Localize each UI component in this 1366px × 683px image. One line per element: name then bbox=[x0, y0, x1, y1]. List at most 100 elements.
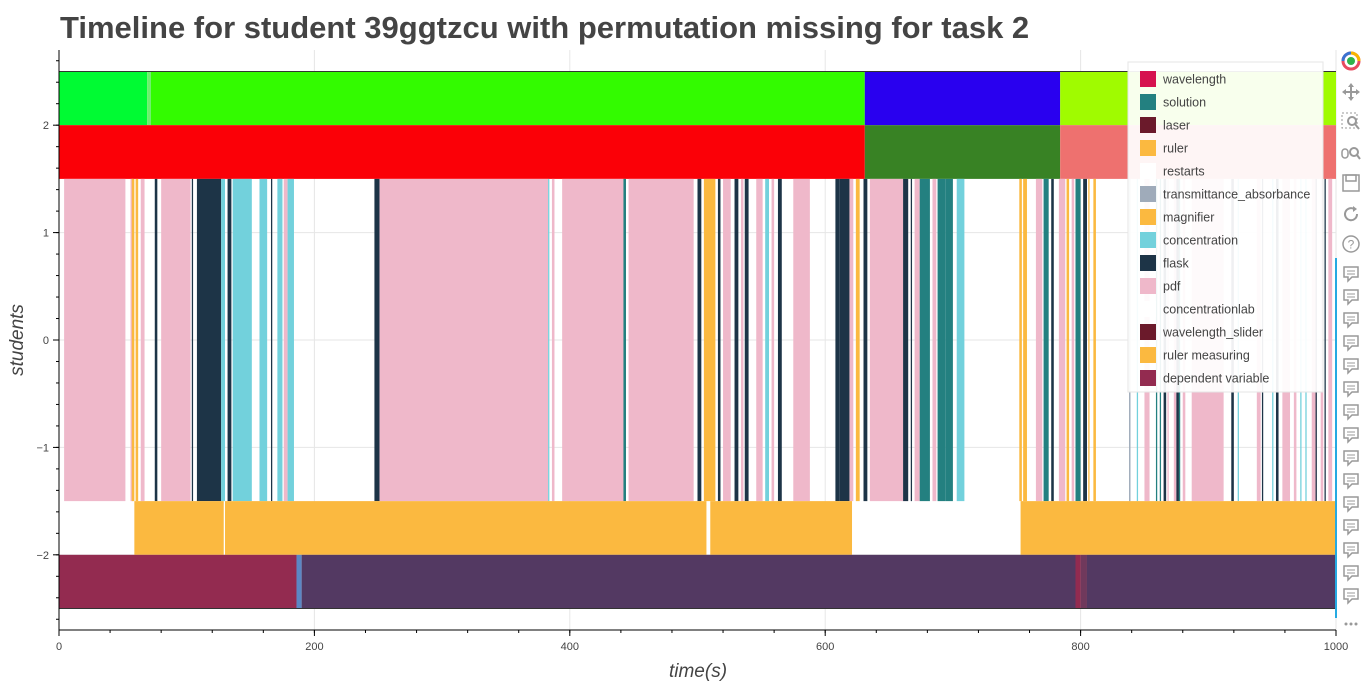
timeline-bar bbox=[919, 178, 930, 502]
timeline-bar bbox=[227, 178, 232, 502]
timeline-bar bbox=[723, 178, 731, 502]
hover-icon[interactable] bbox=[1341, 425, 1361, 445]
legend-label: wavelength bbox=[1162, 73, 1226, 87]
legend-swatch bbox=[1140, 163, 1156, 179]
x-tick-label: 0 bbox=[56, 641, 62, 653]
legend-swatch bbox=[1140, 232, 1156, 248]
bokeh-logo-icon[interactable] bbox=[1341, 51, 1361, 71]
timeline-bar bbox=[1093, 178, 1096, 502]
timeline-bar bbox=[703, 178, 716, 502]
timeline-bar bbox=[150, 71, 865, 126]
hover-icon[interactable] bbox=[1341, 540, 1361, 560]
timeline-bar bbox=[551, 178, 555, 502]
hover-icon[interactable] bbox=[1341, 310, 1361, 330]
y-tick-label: −2 bbox=[36, 550, 49, 562]
legend-swatch bbox=[1140, 324, 1156, 340]
timeline-bar bbox=[287, 178, 294, 502]
timeline-bar bbox=[1019, 178, 1022, 502]
save-icon[interactable] bbox=[1341, 173, 1361, 193]
timeline-bar bbox=[135, 178, 139, 502]
timeline-bar bbox=[734, 178, 739, 502]
x-tick-label: 1000 bbox=[1324, 641, 1348, 653]
legend-swatch bbox=[1140, 209, 1156, 225]
legend-label: ruler measuring bbox=[1163, 349, 1250, 363]
timeline-bar bbox=[191, 178, 194, 502]
timeline-bar bbox=[1080, 554, 1087, 609]
chart-title: Timeline for student 39ggtzcu with permu… bbox=[60, 10, 1029, 45]
timeline-bar bbox=[161, 178, 191, 502]
timeline-bar bbox=[1058, 178, 1066, 502]
legend-box bbox=[1127, 61, 1324, 393]
timeline-bar bbox=[628, 178, 694, 502]
legend-swatch bbox=[1140, 94, 1156, 110]
legend-swatch bbox=[1140, 186, 1156, 202]
timeline-bar bbox=[864, 125, 1061, 179]
timeline-bar bbox=[59, 71, 148, 126]
legend-swatch bbox=[1140, 278, 1156, 294]
timeline-bar bbox=[301, 554, 1076, 609]
timeline-bar bbox=[697, 178, 702, 502]
timeline-bar bbox=[864, 71, 1061, 126]
timeline-bar bbox=[1071, 178, 1075, 502]
legend: wavelength solution laser ruler restarts tran… bbox=[1127, 61, 1324, 393]
more-icon[interactable] bbox=[1341, 614, 1361, 628]
x-tick-label: 400 bbox=[561, 641, 579, 653]
timeline-bar bbox=[140, 178, 145, 502]
x-axis-label: time(s) bbox=[669, 661, 727, 682]
axes: 0 200 400 600 800 1000 2 1 0 −1 −2 bbox=[36, 50, 1348, 653]
legend-swatch bbox=[1140, 301, 1156, 317]
timeline-bar bbox=[937, 178, 946, 502]
legend-label: concentration bbox=[1163, 234, 1238, 248]
pan-icon[interactable] bbox=[1341, 82, 1361, 102]
legend-label: dependent variable bbox=[1163, 372, 1269, 386]
hover-icon[interactable] bbox=[1341, 563, 1361, 583]
timeline-bar bbox=[710, 501, 853, 555]
hover-icon[interactable] bbox=[1341, 448, 1361, 468]
timeline-bar bbox=[623, 178, 626, 502]
timeline-bar bbox=[914, 178, 920, 502]
timeline-bar bbox=[131, 178, 135, 502]
hover-icon[interactable] bbox=[1341, 402, 1361, 422]
hover-icon[interactable] bbox=[1341, 287, 1361, 307]
hover-icon[interactable] bbox=[1341, 586, 1361, 606]
reset-icon[interactable] bbox=[1341, 204, 1361, 224]
timeline-bar bbox=[1088, 178, 1090, 502]
x-tick-label: 600 bbox=[816, 641, 834, 653]
timeline-bar bbox=[863, 178, 868, 502]
timeline-bar bbox=[849, 178, 854, 502]
hover-icon[interactable] bbox=[1341, 333, 1361, 353]
legend-swatch bbox=[1140, 347, 1156, 363]
legend-label: wavelength_slider bbox=[1162, 326, 1263, 340]
hover-icon[interactable] bbox=[1341, 379, 1361, 399]
y-tick-label: −1 bbox=[36, 442, 49, 454]
timeline-bar bbox=[1051, 178, 1054, 502]
hover-icon[interactable] bbox=[1341, 264, 1361, 284]
legend-swatch bbox=[1140, 370, 1156, 386]
timeline-bar bbox=[744, 178, 749, 502]
hover-icon[interactable] bbox=[1341, 494, 1361, 514]
hover-icon[interactable] bbox=[1341, 471, 1361, 491]
timeline-bar bbox=[147, 71, 151, 126]
timeline-bar bbox=[221, 178, 226, 502]
timeline-bar bbox=[225, 501, 707, 555]
legend-swatch bbox=[1140, 255, 1156, 271]
y-tick-label: 0 bbox=[43, 335, 49, 347]
timeline-bar bbox=[277, 178, 283, 502]
timeline-bar bbox=[283, 178, 288, 502]
timeline-bar bbox=[765, 178, 770, 502]
timeline-bar bbox=[1066, 178, 1070, 502]
timeline-bar bbox=[296, 554, 302, 609]
timeline-bar bbox=[154, 178, 158, 502]
legend-label: laser bbox=[1163, 119, 1190, 133]
help-icon[interactable]: ? bbox=[1341, 234, 1361, 254]
box-zoom-icon[interactable] bbox=[1341, 112, 1361, 132]
hover-icon[interactable] bbox=[1341, 517, 1361, 537]
wheel-zoom-icon[interactable] bbox=[1341, 143, 1361, 163]
y-tick-label: 1 bbox=[43, 228, 49, 240]
y-axis-label: students bbox=[7, 304, 28, 376]
hover-icon[interactable] bbox=[1341, 356, 1361, 376]
legend-label: pdf bbox=[1163, 280, 1181, 294]
timeline-bar bbox=[777, 178, 782, 502]
timeline-bar bbox=[270, 178, 273, 502]
x-tick-label: 200 bbox=[305, 641, 323, 653]
